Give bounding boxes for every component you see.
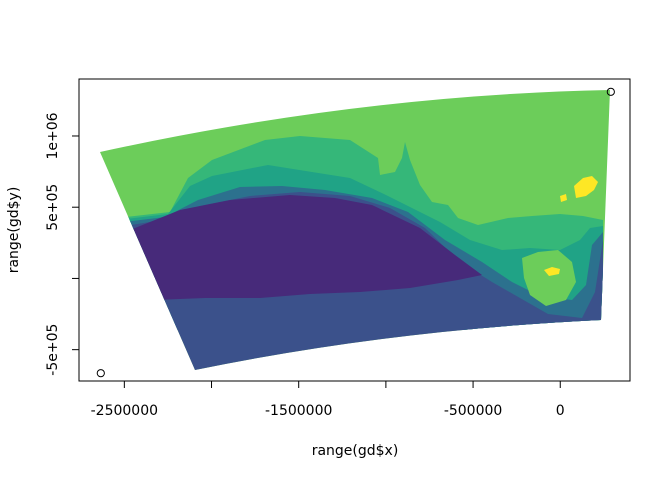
raster-level-7-patch [560, 194, 567, 202]
y-axis: -5e+05 5e+05 1e+06 [45, 112, 80, 376]
data-point [96, 369, 105, 378]
x-tick-label: -2500000 [91, 403, 158, 419]
x-tick-label: 0 [556, 403, 565, 419]
x-tick-label: -1500000 [265, 403, 332, 419]
y-tick-label: -5e+05 [45, 324, 61, 376]
y-tick-label: 5e+05 [45, 184, 61, 231]
raster-level-6-lobe [522, 250, 576, 306]
y-axis-label: range(gd$y) [6, 187, 22, 274]
points-layer [96, 87, 615, 378]
x-tick-label: -500000 [444, 403, 503, 419]
x-axis: -2500000 -1500000 -500000 0 [91, 380, 565, 419]
raster-level-1-region [130, 195, 482, 300]
raster-level-7-patch [574, 176, 598, 198]
y-tick-label: 1e+06 [45, 112, 61, 159]
data-point [606, 87, 615, 96]
x-axis-label: range(gd$x) [312, 443, 399, 459]
raster-level-7-patch [544, 267, 560, 276]
